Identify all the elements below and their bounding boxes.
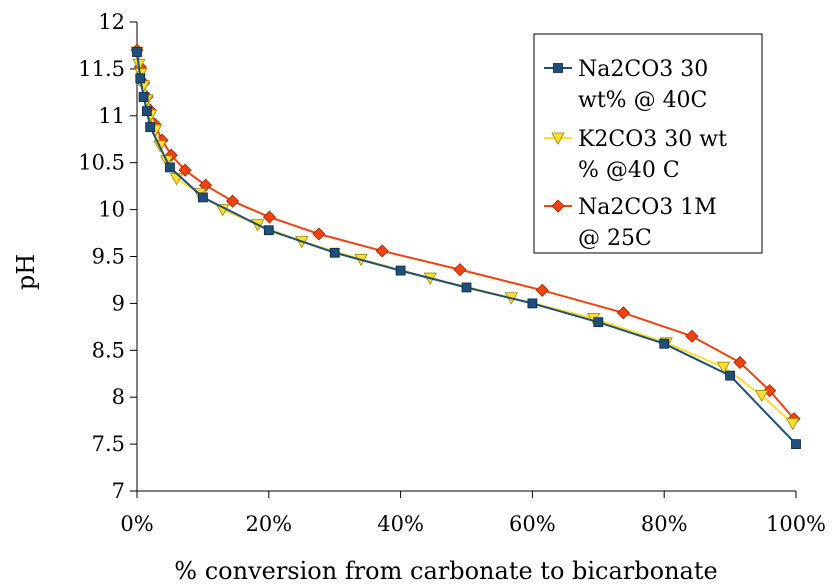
legend-entry: Na2CO3 1M @ 25C xyxy=(544,195,717,251)
data-point xyxy=(616,306,630,320)
legend-label: K2CO3 30 wt xyxy=(578,127,727,152)
legend-marker xyxy=(551,199,565,213)
y-tick-label: 12 xyxy=(98,10,125,34)
y-tick-label: 7 xyxy=(112,479,125,503)
legend-entry: Na2CO3 30 wt% @ 40C xyxy=(544,57,708,113)
data-point xyxy=(215,204,230,217)
legend-label: Na2CO3 30 xyxy=(578,57,708,82)
series-2 xyxy=(132,47,801,450)
y-tick-label: 10.5 xyxy=(78,151,125,175)
y-tick-label: 8 xyxy=(112,385,125,409)
y-tick-label: 11.5 xyxy=(78,57,125,81)
x-tick-label: 40% xyxy=(377,512,424,536)
data-point xyxy=(198,178,213,192)
data-point xyxy=(461,282,472,293)
x-tick-label: 0% xyxy=(120,512,153,536)
data-point xyxy=(165,162,175,173)
legend-marker xyxy=(553,63,563,73)
data-point xyxy=(132,47,142,57)
data-point xyxy=(453,263,467,277)
data-point xyxy=(395,265,406,276)
legend-entry: K2CO3 30 wt % @40 C xyxy=(544,127,727,183)
data-point xyxy=(225,194,240,208)
data-point xyxy=(685,329,699,343)
data-point xyxy=(169,173,184,186)
data-point xyxy=(535,283,549,297)
data-point xyxy=(263,225,274,236)
legend-label: wt% @ 40C xyxy=(578,88,707,113)
y-tick-label: 10 xyxy=(98,198,125,222)
data-point xyxy=(763,384,777,398)
series-layer xyxy=(130,43,801,450)
legend: Na2CO3 30 wt% @ 40C K2CO3 30 wt % @40 C Na2C… xyxy=(533,33,763,254)
data-point xyxy=(791,439,801,450)
legend-marker xyxy=(551,132,565,145)
data-point xyxy=(262,210,277,224)
x-tick-label: 20% xyxy=(245,512,292,536)
data-point xyxy=(312,227,326,241)
y-tick-label: 11 xyxy=(98,104,125,128)
data-point xyxy=(145,122,156,132)
y-tick-label: 9.5 xyxy=(92,245,125,269)
data-point xyxy=(659,338,670,349)
data-point xyxy=(329,247,340,258)
data-point xyxy=(138,92,149,102)
data-point xyxy=(527,298,538,309)
data-point xyxy=(135,73,146,84)
legend-box xyxy=(533,33,763,254)
y-tick-label: 9 xyxy=(112,291,125,315)
data-point xyxy=(786,418,800,431)
x-axis-title: % conversion from carbonate to bicarbona… xyxy=(174,557,717,585)
y-tick-label: 8.5 xyxy=(92,338,125,362)
data-point xyxy=(716,361,731,375)
data-point xyxy=(755,389,769,403)
x-tick-label: 60% xyxy=(509,512,556,536)
data-point xyxy=(197,192,208,203)
x-axis: 0% 20% 40% 60% 80% 100% xyxy=(120,490,826,536)
legend-label: @ 25C xyxy=(578,226,652,251)
legend-label: Na2CO3 1M xyxy=(578,195,717,220)
data-point xyxy=(725,370,735,381)
data-point xyxy=(141,106,152,117)
data-point xyxy=(178,163,192,177)
y-axis-title: pH xyxy=(12,254,40,290)
x-tick-label: 80% xyxy=(641,512,688,536)
legend-label: % @40 C xyxy=(578,158,680,183)
y-axis: 7 7.5 8 8.5 9 9.5 10 10.5 11 11.5 12 xyxy=(78,10,138,503)
data-point xyxy=(593,317,604,328)
series-line xyxy=(136,51,797,445)
x-tick-label: 100% xyxy=(766,512,826,536)
data-point xyxy=(733,355,747,370)
data-point xyxy=(375,244,389,258)
y-tick-label: 7.5 xyxy=(92,432,125,456)
